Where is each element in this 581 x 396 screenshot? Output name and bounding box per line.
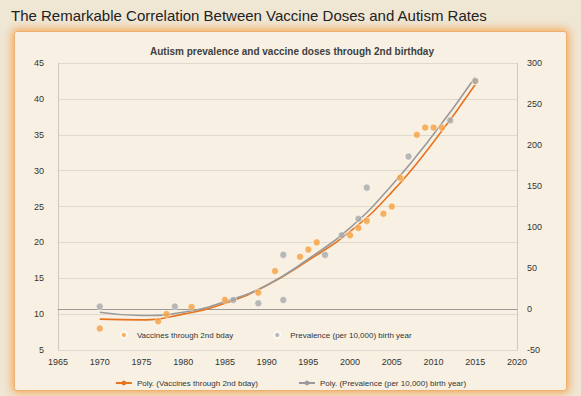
svg-text:1980: 1980 bbox=[173, 357, 193, 367]
svg-text:300: 300 bbox=[527, 58, 542, 68]
svg-text:Poly. (Prevalence (per 10,000): Poly. (Prevalence (per 10,000) birth yea… bbox=[320, 379, 466, 388]
svg-text:150: 150 bbox=[527, 181, 542, 191]
svg-text:1995: 1995 bbox=[298, 357, 318, 367]
svg-text:20: 20 bbox=[34, 237, 44, 247]
svg-text:100: 100 bbox=[527, 222, 542, 232]
svg-text:5: 5 bbox=[39, 345, 44, 355]
svg-text:50: 50 bbox=[527, 263, 537, 273]
svg-text:2010: 2010 bbox=[424, 357, 444, 367]
svg-text:1990: 1990 bbox=[257, 357, 277, 367]
svg-text:-50: -50 bbox=[527, 345, 540, 355]
svg-text:1985: 1985 bbox=[215, 357, 235, 367]
svg-text:2005: 2005 bbox=[382, 357, 402, 367]
svg-text:15: 15 bbox=[34, 273, 44, 283]
svg-text:45: 45 bbox=[34, 58, 44, 68]
svg-text:2020: 2020 bbox=[507, 357, 527, 367]
svg-text:35: 35 bbox=[34, 130, 44, 140]
svg-text:The Remarkable Correlation Bet: The Remarkable Correlation Between Vacci… bbox=[11, 7, 487, 24]
svg-text:250: 250 bbox=[527, 99, 542, 109]
svg-text:1970: 1970 bbox=[90, 357, 110, 367]
svg-text:Prevalence (per 10,000) birth: Prevalence (per 10,000) birth year bbox=[290, 331, 412, 340]
svg-text:Vaccines through 2nd bday: Vaccines through 2nd bday bbox=[137, 331, 233, 340]
svg-text:1965: 1965 bbox=[48, 357, 68, 367]
svg-text:1975: 1975 bbox=[131, 357, 151, 367]
svg-text:2000: 2000 bbox=[340, 357, 360, 367]
svg-text:0: 0 bbox=[527, 304, 532, 314]
svg-text:Poly. (Vaccines through 2nd bd: Poly. (Vaccines through 2nd bday) bbox=[137, 379, 258, 388]
svg-text:2015: 2015 bbox=[465, 357, 485, 367]
svg-text:10: 10 bbox=[34, 309, 44, 319]
svg-text:Autism prevalence and vaccine: Autism prevalence and vaccine doses thro… bbox=[150, 46, 434, 57]
svg-text:40: 40 bbox=[34, 94, 44, 104]
svg-text:200: 200 bbox=[527, 140, 542, 150]
svg-text:30: 30 bbox=[34, 166, 44, 176]
svg-text:25: 25 bbox=[34, 202, 44, 212]
